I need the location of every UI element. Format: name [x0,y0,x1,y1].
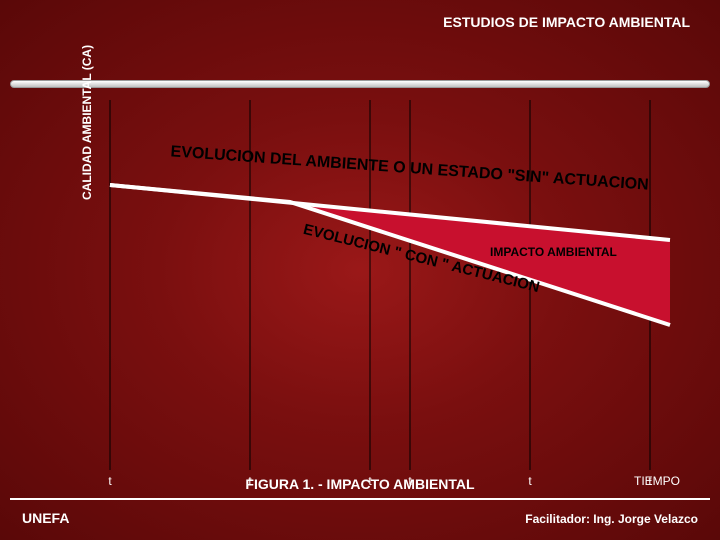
page-title: ESTUDIOS DE IMPACTO AMBIENTAL [443,14,690,30]
footer-right: Facilitador: Ing. Jorge Velazco [525,512,698,526]
y-axis-label: CALIDAD AMBIENTAL (CA) [80,45,94,200]
footer-divider [10,498,710,500]
slide: ESTUDIOS DE IMPACTO AMBIENTAL CALIDAD AM… [0,0,720,540]
figure-caption: FIGURA 1. - IMPACTO AMBIENTAL [0,476,720,492]
impact-chart: CALIDAD AMBIENTAL (CA) TIEMPO tttttt EVO… [110,100,670,470]
footer-left: UNEFA [22,510,69,526]
impact-fill-label: IMPACTO AMBIENTAL [490,245,617,259]
header-divider [10,80,710,88]
